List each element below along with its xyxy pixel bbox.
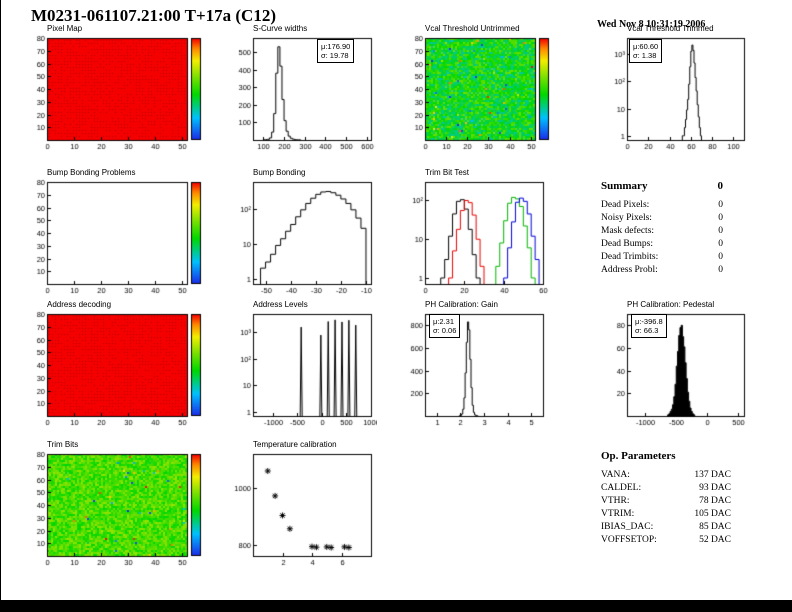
chart-title: Trim Bits bbox=[47, 440, 79, 449]
scurve-widths-canvas bbox=[227, 35, 377, 153]
stat-mean: μ:60.60 bbox=[633, 42, 659, 51]
chart-title: PH Calibration: Pedestal bbox=[627, 300, 715, 309]
stats-box: μ:-396.8 σ: 66.3 bbox=[631, 314, 667, 338]
stats-box: μ:2.31 σ: 0.06 bbox=[429, 314, 461, 338]
panel-bump-bonding: Bump Bonding bbox=[227, 168, 377, 297]
bump-bonding-canvas bbox=[227, 179, 377, 297]
address-levels-canvas bbox=[227, 311, 377, 429]
summary-heading: Summary 0 bbox=[601, 180, 723, 192]
summary-title: Summary bbox=[601, 180, 648, 192]
chart-title: Bump Bonding bbox=[253, 168, 306, 177]
chart-title: Trim Bit Test bbox=[425, 168, 470, 177]
row-label: VOFFSETOP: bbox=[601, 535, 657, 545]
chart-title: PH Calibration: Gain bbox=[425, 300, 498, 309]
trim-bit-test-canvas bbox=[399, 179, 551, 297]
summary-row: Noisy Pixels: 0 bbox=[601, 212, 723, 225]
panel-address-levels: Address Levels bbox=[227, 300, 377, 429]
chart-title: S-Curve widths bbox=[253, 24, 308, 33]
bump-problems-canvas bbox=[21, 179, 221, 297]
row-value: 137 DAC bbox=[694, 470, 731, 480]
chart-title: Bump Bonding Problems bbox=[47, 168, 136, 177]
row-label: Dead Bumps: bbox=[601, 239, 653, 249]
stats-box: μ:176.90 σ: 19.78 bbox=[317, 39, 355, 63]
panel-bump-bonding-problems: Bump Bonding Problems bbox=[21, 168, 221, 297]
op-parameter-row: CALDEL: 93 DAC bbox=[601, 482, 731, 495]
chart-title: Vcal Threshold Trimmed bbox=[627, 24, 714, 33]
trim-bits-canvas bbox=[21, 451, 221, 569]
op-parameter-row: VANA: 137 DAC bbox=[601, 469, 731, 482]
panel-pixel-map: Pixel Map bbox=[21, 24, 221, 153]
row-value: 52 DAC bbox=[699, 535, 731, 545]
panel-temperature-calibration: Temperature calibration bbox=[227, 440, 377, 569]
address-decoding-canvas bbox=[21, 311, 221, 429]
op-parameters-heading: Op. Parameters bbox=[601, 450, 731, 462]
row-label: VANA: bbox=[601, 470, 630, 480]
bottom-bar bbox=[1, 600, 792, 612]
op-parameters-title: Op. Parameters bbox=[601, 450, 676, 462]
stat-sigma: σ: 1.38 bbox=[633, 51, 657, 60]
summary-panel: Summary 0 Dead Pixels: 0 Noisy Pixels: 0 M… bbox=[601, 180, 723, 277]
pixel-map-canvas bbox=[21, 35, 221, 153]
row-label: VTRIM: bbox=[601, 509, 635, 519]
vcal-untrimmed-canvas bbox=[399, 35, 571, 153]
op-parameter-row: IBIAS_DAC: 85 DAC bbox=[601, 521, 731, 534]
summary-row: Dead Bumps: 0 bbox=[601, 238, 723, 251]
panel-address-decoding: Address decoding bbox=[21, 300, 221, 429]
row-value: 0 bbox=[718, 265, 723, 275]
stat-mean: μ:-396.8 bbox=[635, 317, 663, 326]
row-label: Noisy Pixels: bbox=[601, 213, 652, 223]
stat-sigma: σ: 66.3 bbox=[635, 326, 659, 335]
row-label: CALDEL: bbox=[601, 483, 642, 493]
row-value: 0 bbox=[718, 239, 723, 249]
panel-trim-bit-test: Trim Bit Test bbox=[399, 168, 551, 297]
op-parameter-row: VOFFSETOP: 52 DAC bbox=[601, 534, 731, 547]
row-value: 0 bbox=[718, 213, 723, 223]
ph-pedestal-canvas bbox=[597, 311, 752, 429]
chart-title: Pixel Map bbox=[47, 24, 83, 33]
stat-mean: μ:2.31 bbox=[433, 317, 455, 326]
row-label: Mask defects: bbox=[601, 226, 655, 236]
row-label: IBIAS_DAC: bbox=[601, 522, 654, 532]
row-value: 0 bbox=[718, 226, 723, 236]
panel-ph-gain: PH Calibration: Gain μ:2.31 σ: 0.06 bbox=[399, 300, 551, 429]
vcal-trimmed-canvas bbox=[597, 35, 752, 153]
panel-vcal-untrimmed: Vcal Threshold Untrimmed bbox=[399, 24, 571, 153]
row-label: Dead Trimbits: bbox=[601, 252, 659, 262]
page-title: M0231-061107.21:00 T+17a (C12) bbox=[31, 6, 276, 25]
stat-sigma: σ: 0.06 bbox=[433, 326, 457, 335]
panel-vcal-trimmed: Vcal Threshold Trimmed μ:60.60 σ: 1.38 bbox=[597, 24, 752, 153]
stats-box: μ:60.60 σ: 1.38 bbox=[629, 39, 663, 63]
row-value: 85 DAC bbox=[699, 522, 731, 532]
op-parameter-row: VTHR: 78 DAC bbox=[601, 495, 731, 508]
stat-sigma: σ: 19.78 bbox=[321, 51, 349, 60]
row-label: Address Probl: bbox=[601, 265, 658, 275]
summary-total: 0 bbox=[717, 180, 724, 192]
row-label: VTHR: bbox=[601, 496, 630, 506]
timestamp: Wed Nov 8 10:31:19 2006 bbox=[597, 19, 706, 30]
panel-ph-pedestal: PH Calibration: Pedestal μ:-396.8 σ: 66.… bbox=[597, 300, 752, 429]
chart-title: Address Levels bbox=[253, 300, 308, 309]
chart-title: Temperature calibration bbox=[253, 440, 337, 449]
summary-row: Address Probl: 0 bbox=[601, 264, 723, 277]
op-parameters-panel: Op. Parameters VANA: 137 DAC CALDEL: 93 DA… bbox=[601, 450, 731, 547]
chart-title: Address decoding bbox=[47, 300, 112, 309]
row-value: 0 bbox=[718, 252, 723, 262]
temperature-calibration-canvas bbox=[227, 451, 377, 569]
ph-gain-canvas bbox=[399, 311, 551, 429]
row-value: 78 DAC bbox=[699, 496, 731, 506]
stat-mean: μ:176.90 bbox=[321, 42, 351, 51]
summary-row: Dead Pixels: 0 bbox=[601, 199, 723, 212]
panel-scurve-widths: S-Curve widths μ:176.90 σ: 19.78 bbox=[227, 24, 377, 153]
row-label: Dead Pixels: bbox=[601, 200, 650, 210]
panel-trim-bits: Trim Bits bbox=[21, 440, 221, 569]
row-value: 93 DAC bbox=[699, 483, 731, 493]
row-value: 105 DAC bbox=[694, 509, 731, 519]
summary-row: Mask defects: 0 bbox=[601, 225, 723, 238]
row-value: 0 bbox=[718, 200, 723, 210]
op-parameter-row: VTRIM: 105 DAC bbox=[601, 508, 731, 521]
chart-title: Vcal Threshold Untrimmed bbox=[425, 24, 520, 33]
summary-row: Dead Trimbits: 0 bbox=[601, 251, 723, 264]
